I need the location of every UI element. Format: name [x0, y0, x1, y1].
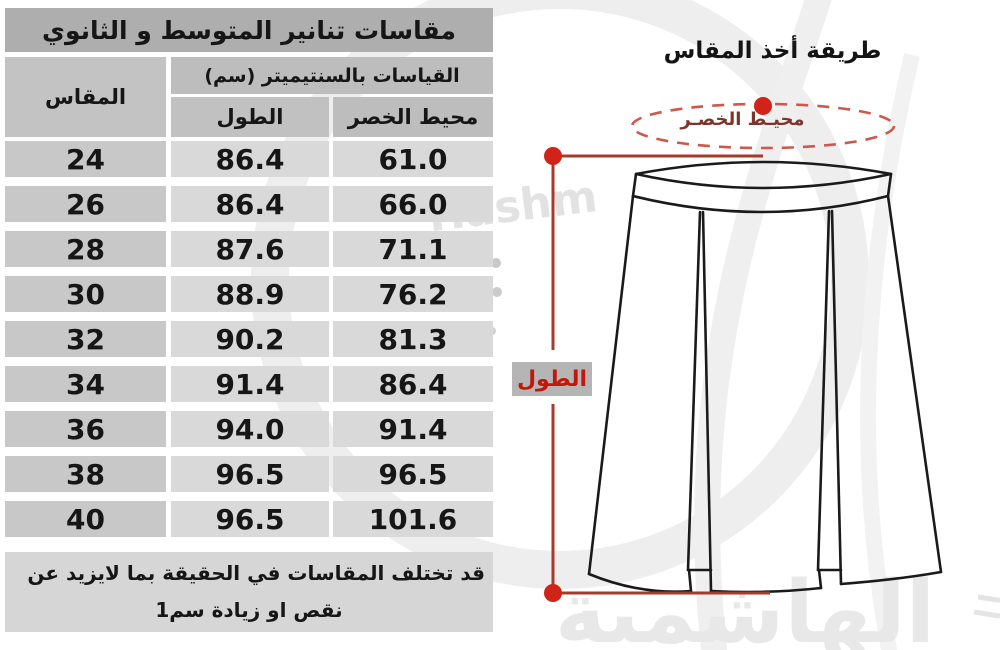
watermark: Hashm الهاشمية	[251, 0, 1000, 650]
size-cell: 32	[5, 321, 166, 357]
length-cell: 96.5	[171, 456, 329, 492]
size-cell: 30	[5, 276, 166, 312]
size-cell: 40	[5, 501, 166, 537]
footnote-line-2: نقص او زيادة سم1	[155, 598, 343, 622]
waist-cell: 81.3	[333, 321, 493, 357]
waist-cell: 101.6	[333, 501, 493, 537]
waist-cell: 91.4	[333, 411, 493, 447]
size-cell: 26	[5, 186, 166, 222]
waist-cell: 86.4	[333, 366, 493, 402]
table-row: 24 86.4 61.0	[5, 141, 493, 177]
size-cell: 24	[5, 141, 166, 177]
skirt-right-edge	[886, 194, 943, 574]
length-cell: 86.4	[171, 141, 329, 177]
table-row: 38 96.5 96.5	[5, 456, 493, 492]
waist-marker-dot	[754, 97, 772, 115]
watermark-dot	[491, 258, 501, 268]
right-pleat-underlay	[817, 568, 823, 590]
waist-circumference-label: محيـط الخصـر	[680, 109, 805, 130]
length-label: الطول	[512, 362, 592, 396]
header-length: الطول	[171, 97, 329, 137]
hem-right	[839, 570, 943, 586]
size-cell: 36	[5, 411, 166, 447]
length-cell: 87.6	[171, 231, 329, 267]
length-cell: 91.4	[171, 366, 329, 402]
length-cell: 90.2	[171, 321, 329, 357]
size-table: مقاسات تنانير المتوسط و الثانوي المقاس ا…	[5, 8, 493, 632]
table-row: 28 87.6 71.1	[5, 231, 493, 267]
table-title: مقاسات تنانير المتوسط و الثانوي	[5, 8, 493, 52]
waistband-top-arc	[634, 160, 893, 176]
waist-cell: 61.0	[333, 141, 493, 177]
length-cell: 86.4	[171, 186, 329, 222]
waist-cell: 71.1	[333, 231, 493, 267]
waistband-bottom-arc	[631, 194, 890, 214]
right-pleat-line	[830, 209, 843, 586]
measurement-annotations	[544, 97, 896, 602]
watermark-mark	[977, 594, 1000, 603]
size-cell: 34	[5, 366, 166, 402]
top-marker-dot	[544, 147, 562, 165]
table-row: 32 90.2 81.3	[5, 321, 493, 357]
header-size: المقاس	[5, 57, 166, 137]
watermark-mark	[973, 609, 1000, 619]
length-cell: 94.0	[171, 411, 329, 447]
bottom-marker-dot	[544, 584, 562, 602]
watermark-arabic-text: الهاشمية	[555, 563, 935, 650]
skirt-drawing	[587, 160, 943, 594]
waistband-right-side	[886, 172, 893, 198]
length-cell: 96.5	[171, 501, 329, 537]
waist-cell: 66.0	[333, 186, 493, 222]
table-header: المقاس القياسات بالسنتيميتر (سم) الطول م…	[5, 57, 493, 137]
diagram-title: طريقة أخذ المقاس	[663, 38, 882, 64]
watermark-swoosh-2	[860, 53, 920, 650]
right-pleat-line	[816, 209, 831, 572]
table-footnote: قد تختلف المقاسات في الحقيقة بما لايزيد …	[5, 552, 493, 632]
table-row: 40 96.5 101.6	[5, 501, 493, 537]
size-cell: 28	[5, 231, 166, 267]
skirt-left-edge	[587, 194, 635, 576]
waist-cell: 76.2	[333, 276, 493, 312]
waist-cell: 96.5	[333, 456, 493, 492]
header-waist: محيط الخصر	[333, 97, 493, 137]
table-body: 24 86.4 61.0 26 86.4 66.0 28 87.6 71.1 3…	[5, 141, 493, 537]
left-pleat-line	[701, 210, 713, 593]
size-cell: 38	[5, 456, 166, 492]
header-units: القياسات بالسنتيميتر (سم)	[171, 57, 493, 94]
table-row: 36 94.0 91.4	[5, 411, 493, 447]
watermark-swoosh	[694, 0, 832, 650]
left-pleat-line	[686, 210, 702, 572]
header-measurements-group: القياسات بالسنتيميتر (سم) الطول محيط الخ…	[171, 57, 493, 137]
watermark-dot	[492, 287, 502, 297]
waistband-lens-bottom	[634, 172, 893, 190]
table-row: 34 91.4 86.4	[5, 366, 493, 402]
table-row: 26 86.4 66.0	[5, 186, 493, 222]
table-row: 30 88.9 76.2	[5, 276, 493, 312]
left-pleat-underlay	[687, 568, 693, 593]
footnote-line-1: قد تختلف المقاسات في الحقيقة بما لايزيد …	[27, 561, 485, 585]
length-cell: 88.9	[171, 276, 329, 312]
waistband-left-side	[631, 172, 638, 198]
